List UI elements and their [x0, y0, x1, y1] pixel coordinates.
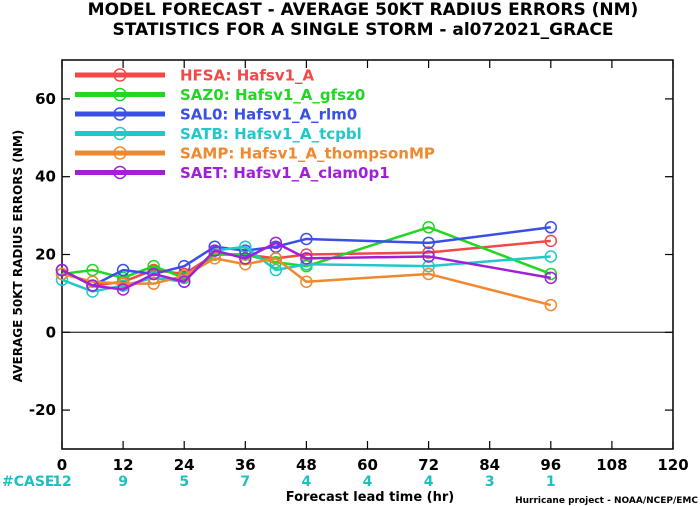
data-point — [544, 267, 558, 281]
y-tick-label: -20 — [29, 401, 56, 419]
data-point — [177, 275, 191, 288]
data-point — [147, 277, 160, 290]
legend-marker — [113, 146, 127, 160]
x-tick-label: 60 — [357, 456, 378, 474]
data-point — [300, 232, 313, 246]
x-tick-label: 96 — [540, 456, 561, 474]
data-point — [269, 236, 283, 250]
case-row-label: #CASE — [2, 474, 55, 490]
series-group — [55, 236, 558, 296]
legend-entry: SAL0: Hafsv1_A_rlm0 — [75, 106, 357, 124]
case-count: 9 — [118, 474, 128, 490]
data-point — [147, 263, 160, 277]
series-line — [61, 257, 552, 307]
x-axis-label: Forecast lead time (hr) — [286, 490, 454, 505]
x-tick-label: 84 — [479, 456, 500, 474]
legend-entry: SAET: Hafsv1_A_clam0p1 — [75, 164, 390, 182]
legend-label: HFSA: Hafsv1_A — [180, 67, 315, 85]
data-point — [544, 271, 558, 285]
case-count: 4 — [363, 474, 373, 490]
data-point — [422, 267, 435, 281]
data-point — [208, 252, 221, 265]
chart-subtitle: STATISTICS FOR A SINGLE STORM - al072021… — [113, 20, 614, 40]
legend-marker — [113, 107, 127, 121]
case-count: 7 — [240, 474, 250, 490]
data-point — [208, 244, 221, 257]
case-count: 4 — [302, 474, 312, 490]
data-point — [116, 263, 130, 277]
data-point — [177, 259, 191, 273]
x-tick-label: 36 — [235, 456, 256, 474]
case-count: 3 — [485, 474, 495, 490]
data-point — [300, 275, 313, 288]
legend-entry: SAMP: Hafsv1_A_thompsonMP — [75, 145, 435, 163]
case-count: 5 — [179, 474, 189, 490]
data-point — [422, 259, 435, 273]
data-point — [269, 252, 283, 265]
legend-label: SATB: Hafsv1_A_tcpbl — [180, 125, 362, 143]
x-tick-label: 108 — [596, 456, 627, 474]
data-point — [422, 250, 435, 263]
x-tick-label: 0 — [57, 456, 67, 474]
legend-entry: SATB: Hafsv1_A_tcpbl — [75, 125, 362, 143]
chart-title: MODEL FORECAST - AVERAGE 50KT RADIUS ERR… — [88, 0, 639, 20]
case-count: 12 — [52, 474, 71, 490]
series-line — [61, 226, 551, 287]
data-point — [116, 283, 130, 296]
legend-label: SAET: Hafsv1_A_clam0p1 — [180, 164, 390, 182]
legend-marker — [113, 126, 127, 141]
data-point — [147, 267, 160, 281]
data-point — [544, 250, 558, 263]
data-point — [239, 252, 252, 265]
y-tick-label: 60 — [35, 90, 56, 108]
y-tick-label: 40 — [35, 168, 56, 186]
data-point — [422, 221, 435, 234]
legend-label: SAZ0: Hafsv1_A_gfsz0 — [180, 86, 365, 104]
data-point — [422, 236, 435, 250]
data-point — [422, 246, 435, 259]
legend-marker — [113, 87, 127, 102]
case-count: 4 — [424, 474, 434, 490]
x-tick-label: 120 — [657, 456, 688, 474]
data-point — [55, 263, 69, 277]
case-count: 1 — [546, 474, 556, 490]
legend-label: SAMP: Hafsv1_A_thompsonMP — [180, 145, 435, 163]
x-tick-label: 48 — [296, 456, 317, 474]
legend-label: SAL0: Hafsv1_A_rlm0 — [180, 106, 357, 124]
data-point — [544, 234, 558, 248]
y-tick-label: 0 — [46, 323, 56, 341]
legend-entry: SAZ0: Hafsv1_A_gfsz0 — [75, 86, 365, 104]
x-tick-label: 72 — [418, 456, 439, 474]
y-tick-label: 20 — [35, 246, 56, 264]
series-line — [61, 241, 552, 291]
y-axis-label: AVERAGE 50KT RADIUS ERRORS (NM) — [11, 130, 25, 382]
legend-marker — [113, 165, 127, 180]
data-point — [544, 298, 558, 312]
x-tick-label: 12 — [113, 456, 134, 474]
x-tick-label: 24 — [174, 456, 195, 474]
data-point — [300, 252, 313, 265]
data-point — [86, 279, 99, 292]
data-point — [544, 221, 558, 234]
legend-entry: HFSA: Hafsv1_A — [75, 67, 315, 85]
legend-marker — [113, 68, 127, 82]
credit-label: Hurricane project - NOAA/NCEP/EMC — [515, 496, 698, 506]
